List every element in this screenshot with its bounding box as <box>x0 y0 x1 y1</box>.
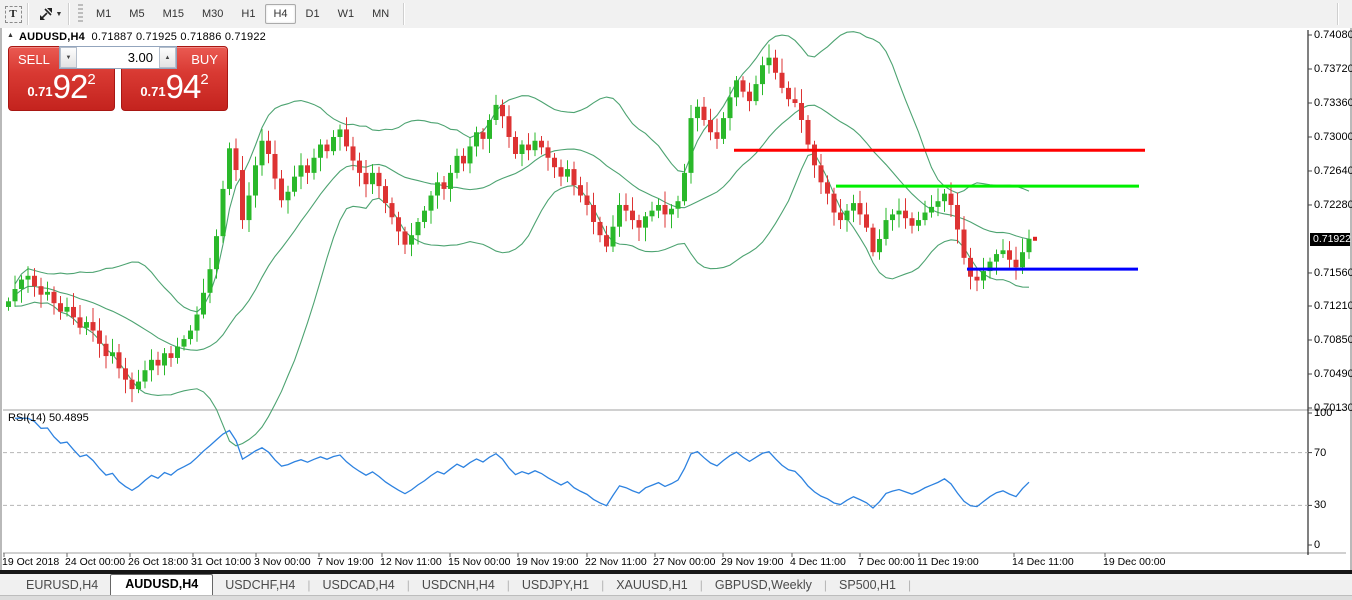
chart-tab-audusd-h4[interactable]: AUDUSD,H4 <box>110 574 214 595</box>
price-tick-label: 0.73720 <box>1314 62 1352 75</box>
time-axis-label: 26 Oct 18:00 <box>128 556 189 568</box>
tab-separator: | <box>307 578 311 592</box>
timeframe-button-m30[interactable]: M30 <box>201 8 224 20</box>
bar-high-value: 0.71925 <box>135 31 178 43</box>
chevron-down-icon: ▼ <box>55 10 63 18</box>
sell-price-big: 92 <box>52 68 89 105</box>
rsi-tick-label: 30 <box>1314 499 1327 512</box>
price-tick-label: 0.72640 <box>1314 164 1352 177</box>
timeframe-button-d1[interactable]: D1 <box>305 8 320 20</box>
price-chart-canvas[interactable] <box>0 28 1352 575</box>
time-axis-label: 3 Nov 00:00 <box>254 556 311 568</box>
arrows-tool-button[interactable]: ▼ <box>37 5 63 23</box>
price-tick-label: 0.74080 <box>1314 29 1352 41</box>
time-axis-label: 15 Nov 00:00 <box>448 556 511 568</box>
tab-separator: | <box>506 578 510 592</box>
chart-symbol: AUDUSD,H4 <box>19 31 85 43</box>
price-tick-label: 0.70850 <box>1314 334 1352 346</box>
price-tick-label: 0.73360 <box>1314 96 1352 109</box>
chart-tabbar: EURUSD,H4 AUDUSD,H4 USDCHF,H4 | USDCAD,H4 | US… <box>0 574 1352 595</box>
toolbar-separator <box>1337 3 1338 25</box>
sell-price: 0.71922 <box>9 68 114 106</box>
tab-separator: | <box>908 578 912 592</box>
volume-stepper: ▼ ▲ <box>59 46 177 69</box>
time-axis-label: 14 Dec 11:00 <box>1012 556 1074 568</box>
window-bottom-strip <box>0 595 1352 600</box>
rsi-indicator-label: RSI(14) 50.4895 <box>8 412 89 424</box>
toolbar-separator <box>27 3 28 25</box>
time-axis-label: 12 Nov 11:00 <box>380 556 442 568</box>
tab-separator: | <box>823 578 828 592</box>
time-axis-label: 4 Dec 11:00 <box>790 556 846 568</box>
timeframe-button-h4[interactable]: H4 <box>265 4 296 24</box>
time-axis-label: 11 Dec 19:00 <box>917 556 979 568</box>
price-tick-label: 0.71560 <box>1314 266 1352 279</box>
buy-label: BUY <box>191 52 218 67</box>
timeframe-group: M1 M5 M15 M30 H1 H4 D1 W1 MN <box>87 0 398 28</box>
rsi-tick-label: 0 <box>1314 539 1321 551</box>
time-axis-label: 7 Nov 19:00 <box>317 556 374 568</box>
chart-tab-xauusd-h1[interactable]: XAUUSD,H1 <box>616 578 688 592</box>
current-price-tag: 0.71922 <box>1310 232 1351 246</box>
time-axis-label: 19 Dec 00:00 <box>1103 556 1166 568</box>
chart-tab-usdcad-h4[interactable]: USDCAD,H4 <box>322 578 395 592</box>
buy-price-pip: 2 <box>200 71 209 88</box>
volume-increase-button[interactable]: ▲ <box>159 47 176 68</box>
toolbar-separator <box>403 3 405 25</box>
rsi-tick-label: 100 <box>1314 407 1333 419</box>
timeframe-button-w1[interactable]: W1 <box>337 8 355 20</box>
toolbar-separator <box>68 3 69 25</box>
timeframe-button-m15[interactable]: M15 <box>162 8 184 20</box>
chart-ohlc-title: AUDUSD,H4 0.71887 0.71925 0.71886 0.7192… <box>19 31 266 43</box>
time-axis-label: 27 Nov 00:00 <box>653 556 716 568</box>
price-tick-label: 0.72280 <box>1314 198 1352 211</box>
chart-tab-usdcnh-h4[interactable]: USDCNH,H4 <box>421 578 495 592</box>
volume-input[interactable] <box>77 47 159 68</box>
buy-price-base: 0.71 <box>140 84 166 99</box>
chart-tab-usdjpy-h1[interactable]: USDJPY,H1 <box>521 578 590 592</box>
collapse-panel-icon[interactable]: ▲ <box>7 32 14 39</box>
time-axis-label: 19 Nov 19:00 <box>516 556 579 568</box>
chart-tab-eurusd-h4[interactable]: EURUSD,H4 <box>26 578 99 592</box>
buy-price-big: 94 <box>165 68 202 105</box>
text-label-tool-button[interactable]: T <box>4 5 22 23</box>
arrows-icon <box>39 8 52 20</box>
price-tick-label: 0.71210 <box>1314 300 1352 312</box>
timeframes-toolbar: T ▼ M1 M5 M15 M30 H1 H4 D1 W1 MN <box>0 0 1352 29</box>
chart-bottom-frame <box>0 570 1352 574</box>
bar-low-value: 0.71886 <box>180 31 222 43</box>
timeframe-button-mn[interactable]: MN <box>372 8 390 20</box>
chart-tab-usdchf-h4[interactable]: USDCHF,H4 <box>225 578 296 592</box>
time-axis-label: 22 Nov 11:00 <box>585 556 647 568</box>
chart-window <box>0 28 1352 575</box>
volume-decrease-button[interactable]: ▼ <box>60 47 77 68</box>
tab-separator: | <box>406 578 410 592</box>
price-tick-label: 0.70130 <box>1314 401 1352 414</box>
sell-price-base: 0.71 <box>27 84 53 99</box>
price-tick-label: 0.70490 <box>1314 368 1352 380</box>
toolbar-grip-handle[interactable] <box>78 4 83 24</box>
rsi-tick-label: 70 <box>1314 446 1327 459</box>
timeframe-button-m1[interactable]: M1 <box>96 8 112 20</box>
sell-price-pip: 2 <box>87 71 96 88</box>
timeframe-button-h1[interactable]: H1 <box>241 8 256 20</box>
text-tool-icon: T <box>4 5 22 23</box>
chart-tab-gbpusd-weekly[interactable]: GBPUSD,Weekly <box>714 578 812 592</box>
sell-label: SELL <box>18 52 50 67</box>
time-axis-label: 24 Oct 00:00 <box>65 556 126 568</box>
tab-separator: | <box>699 578 703 592</box>
bar-open-value: 0.71887 <box>91 31 133 43</box>
time-axis-label: 31 Oct 10:00 <box>191 556 252 568</box>
time-axis-label: 29 Nov 19:00 <box>721 556 784 568</box>
buy-price: 0.71942 <box>122 68 227 106</box>
chart-tab-sp500-h1[interactable]: SP500,H1 <box>839 578 896 592</box>
time-axis-label: 19 Oct 2018 <box>2 556 60 568</box>
tab-separator: | <box>601 578 605 592</box>
bar-close-value: 0.71922 <box>224 31 266 43</box>
one-click-trading-panel: SELL 0.71922 BUY 0.71942 ▼ ▲ <box>8 46 228 111</box>
price-tick-label: 0.73000 <box>1314 130 1352 143</box>
time-axis-label: 7 Dec 00:00 <box>858 556 915 568</box>
timeframe-button-m5[interactable]: M5 <box>129 8 145 20</box>
